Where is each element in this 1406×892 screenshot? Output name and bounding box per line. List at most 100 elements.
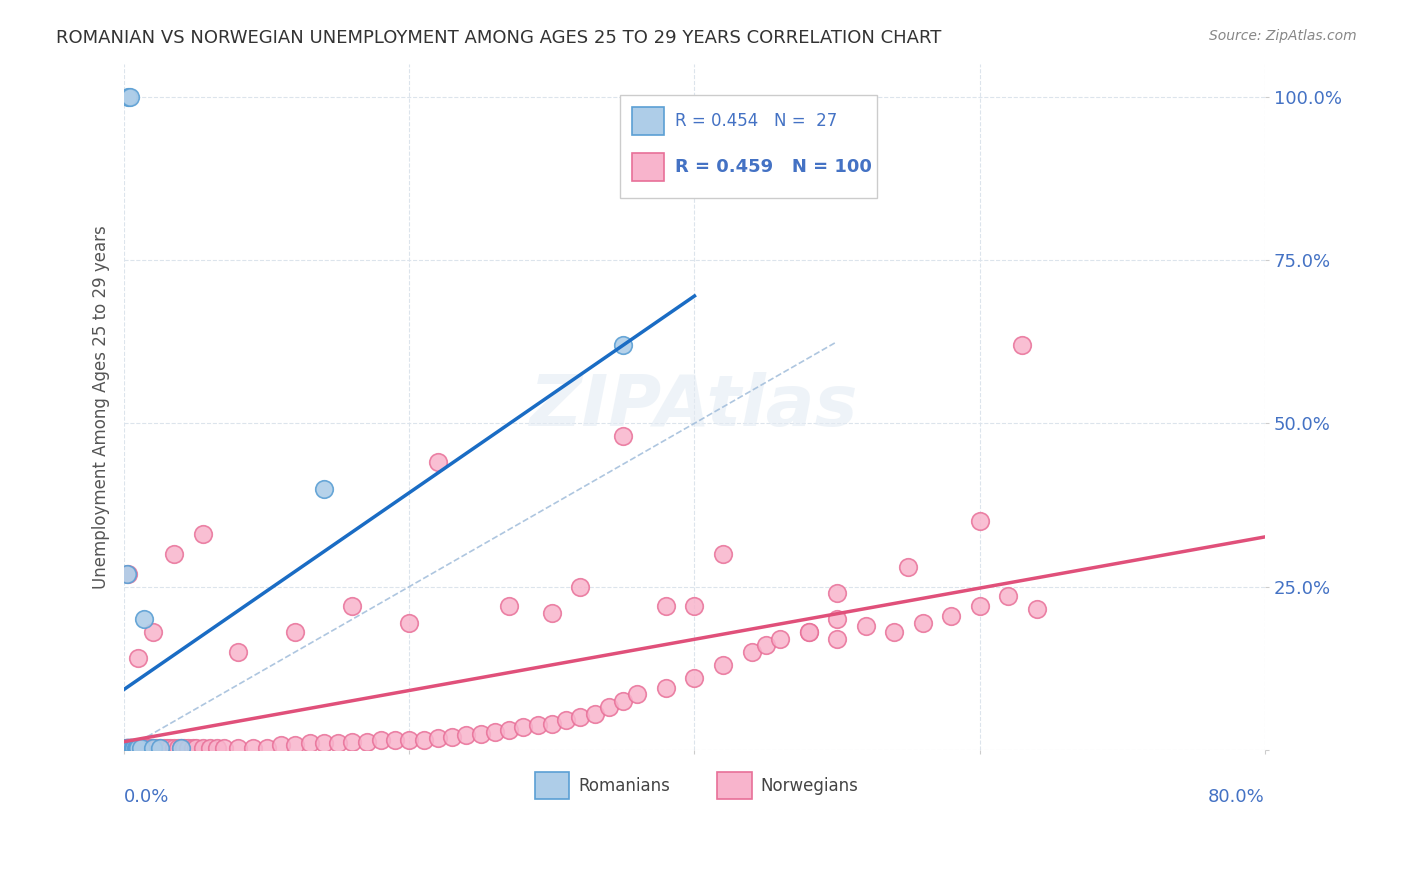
Point — [683, 671, 706, 685]
Point — [118, 740, 141, 755]
Point — [226, 645, 249, 659]
Point — [825, 586, 848, 600]
Point — [149, 740, 172, 755]
Point — [163, 740, 186, 755]
Point — [120, 740, 142, 755]
Point — [555, 714, 578, 728]
Point — [911, 615, 934, 630]
Point — [117, 740, 139, 755]
Point — [226, 740, 249, 755]
Point — [181, 740, 204, 755]
Point — [541, 716, 564, 731]
Point — [312, 736, 335, 750]
Point — [441, 730, 464, 744]
Point — [156, 740, 179, 755]
Point — [145, 740, 167, 755]
Point — [426, 731, 449, 745]
Point — [855, 619, 877, 633]
Point — [118, 740, 141, 755]
Point — [114, 740, 136, 755]
Point — [142, 740, 165, 755]
Point — [326, 736, 349, 750]
Point — [398, 733, 420, 747]
Point — [127, 740, 149, 755]
Point — [117, 89, 139, 103]
Point — [612, 429, 634, 443]
Point — [117, 740, 139, 755]
Point — [124, 740, 146, 755]
Point — [167, 740, 190, 755]
Point — [124, 740, 146, 755]
Point — [384, 733, 406, 747]
FancyBboxPatch shape — [620, 95, 877, 198]
Point — [755, 638, 778, 652]
Point — [177, 740, 200, 755]
Point — [711, 657, 734, 672]
Point — [115, 740, 138, 755]
Point — [122, 740, 145, 755]
Point — [142, 625, 165, 640]
Point — [115, 566, 138, 581]
Point — [612, 338, 634, 352]
Point — [153, 740, 176, 755]
Point — [127, 740, 149, 755]
Text: 80.0%: 80.0% — [1208, 788, 1265, 805]
Point — [118, 740, 141, 755]
Point — [797, 625, 820, 640]
Point — [683, 599, 706, 614]
Point — [598, 700, 620, 714]
Point — [131, 740, 153, 755]
Text: Romanians: Romanians — [578, 777, 671, 795]
Point — [583, 706, 606, 721]
Point — [184, 740, 207, 755]
Point — [256, 740, 278, 755]
Point — [191, 527, 214, 541]
Point — [370, 733, 392, 747]
Text: R = 0.459   N = 100: R = 0.459 N = 100 — [675, 158, 872, 176]
Point — [342, 599, 364, 614]
Point — [205, 740, 228, 755]
Point — [191, 740, 214, 755]
Point — [117, 740, 139, 755]
Point — [298, 736, 321, 750]
Point — [284, 738, 307, 752]
Point — [131, 740, 153, 755]
Text: Source: ZipAtlas.com: Source: ZipAtlas.com — [1209, 29, 1357, 43]
Text: ZIPAtlas: ZIPAtlas — [530, 373, 859, 442]
Bar — [631, 153, 664, 181]
Point — [626, 687, 648, 701]
Point — [569, 580, 592, 594]
Point — [526, 718, 548, 732]
Point — [498, 723, 520, 738]
Point — [741, 645, 763, 659]
Point — [398, 615, 420, 630]
Point — [134, 612, 156, 626]
Point — [159, 740, 181, 755]
Point — [136, 740, 159, 755]
Point — [569, 710, 592, 724]
Point — [125, 740, 148, 755]
Point — [456, 729, 478, 743]
Text: ROMANIAN VS NORWEGIAN UNEMPLOYMENT AMONG AGES 25 TO 29 YEARS CORRELATION CHART: ROMANIAN VS NORWEGIAN UNEMPLOYMENT AMONG… — [56, 29, 942, 46]
Point — [120, 740, 142, 755]
Point — [120, 740, 142, 755]
Point — [270, 738, 292, 752]
Point — [356, 735, 378, 749]
Point — [139, 740, 162, 755]
Point — [173, 740, 195, 755]
Point — [312, 482, 335, 496]
Point — [117, 740, 139, 755]
Point — [118, 89, 141, 103]
Text: R = 0.454   N =  27: R = 0.454 N = 27 — [675, 112, 838, 130]
Point — [997, 590, 1019, 604]
Point — [135, 740, 157, 755]
Point — [170, 740, 193, 755]
Point — [426, 455, 449, 469]
Point — [163, 547, 186, 561]
Text: Norwegians: Norwegians — [761, 777, 859, 795]
Point — [969, 599, 991, 614]
Point — [470, 726, 492, 740]
Point — [114, 740, 136, 755]
Point — [170, 740, 193, 755]
Point — [242, 740, 264, 755]
